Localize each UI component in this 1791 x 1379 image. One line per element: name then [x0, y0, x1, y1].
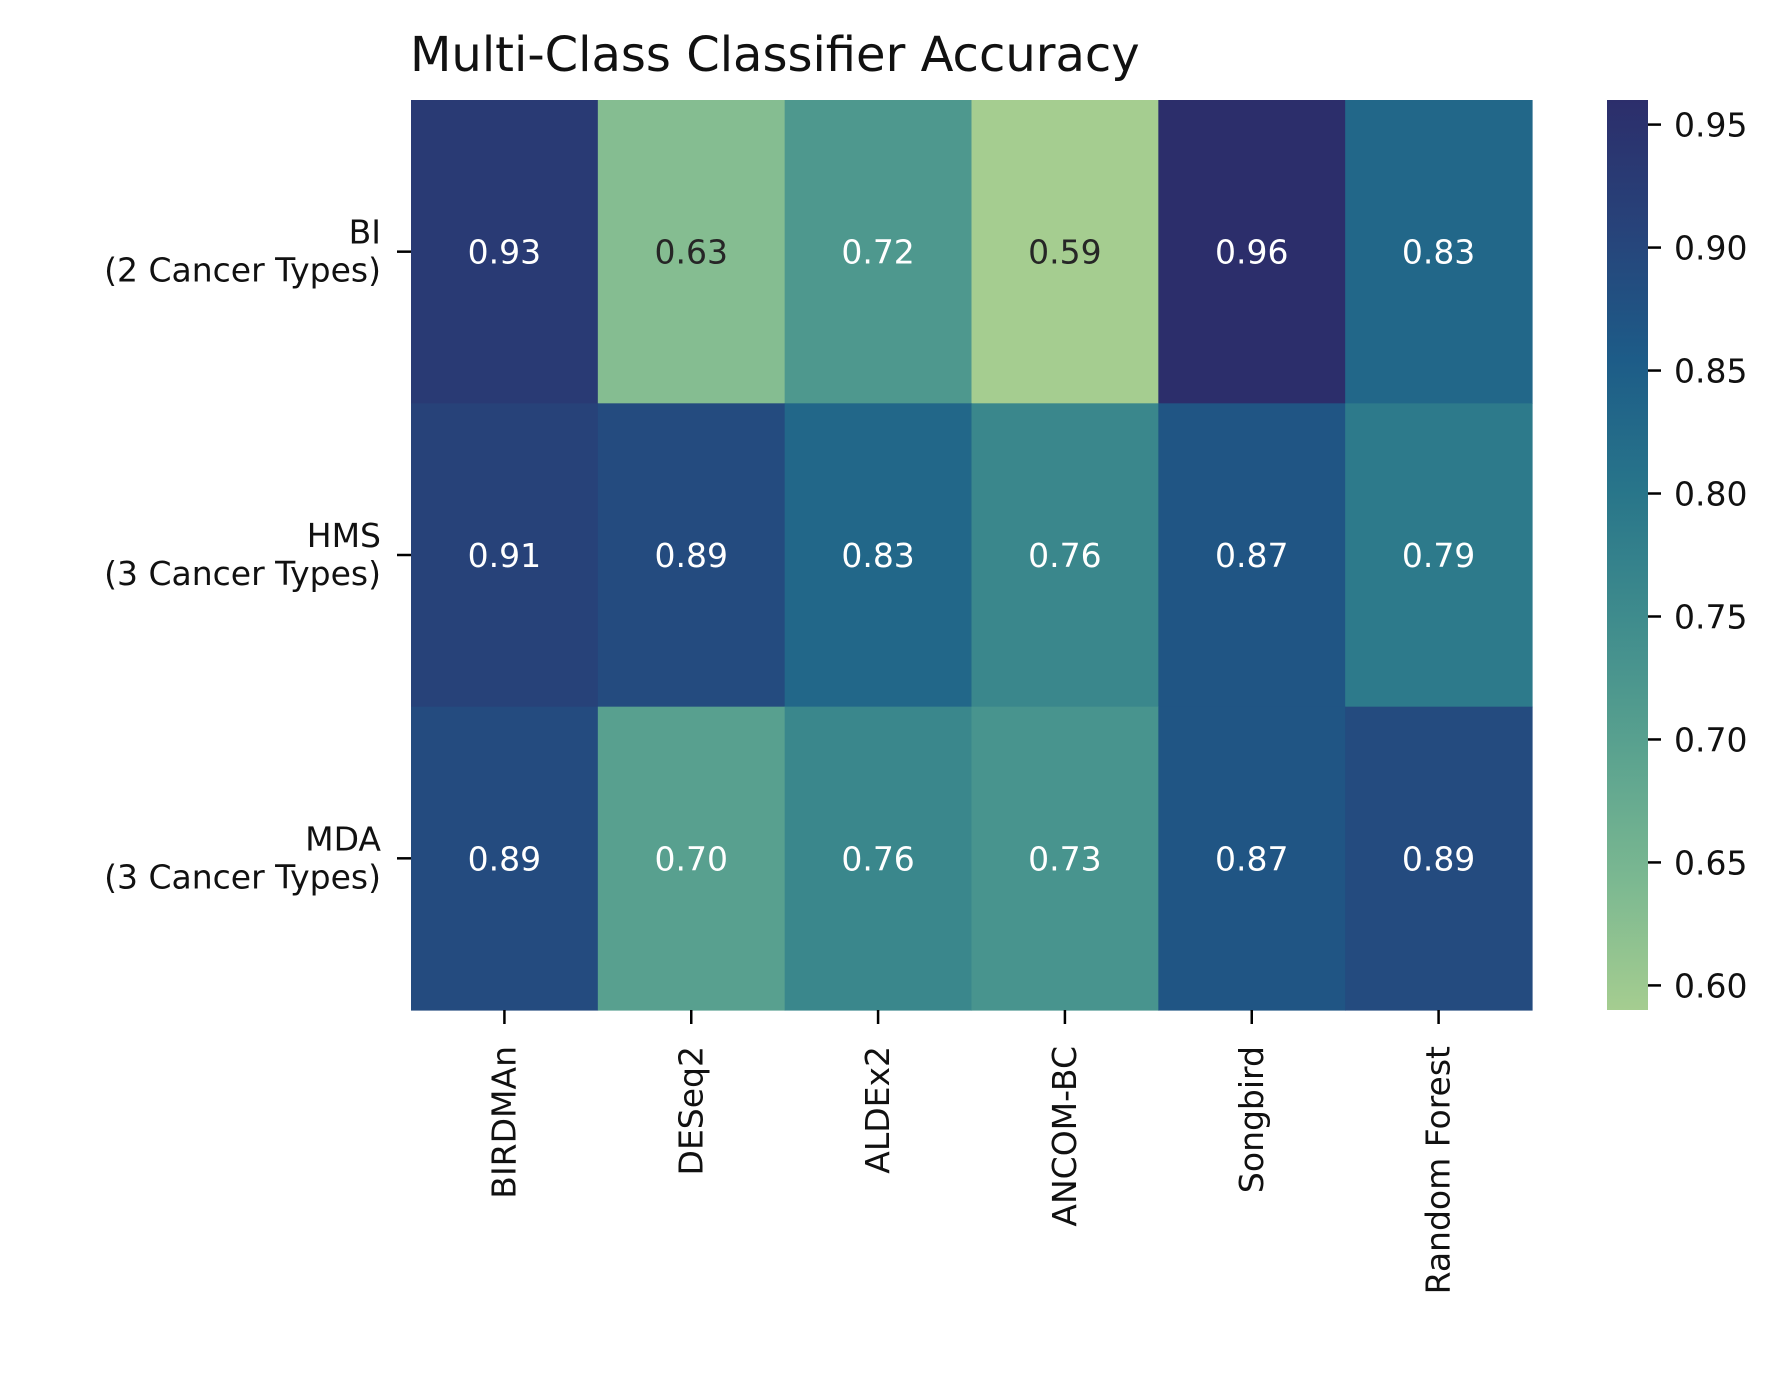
colorbar-tick-label: 0.65	[1674, 843, 1747, 882]
heatmap-cell	[784, 100, 973, 404]
cell-value-label: 0.96	[1215, 233, 1288, 272]
y-tick-label: (3 Cancer Types)	[104, 857, 381, 896]
heatmap-cells: 0.93 0.63 0.72 0.59 0.96 0.83 0.91 0.89 0.83 0.76…	[411, 100, 1533, 1011]
cell-value-label: 0.83	[1402, 233, 1475, 272]
cell-value-label: 0.63	[655, 233, 728, 272]
heatmap-cell	[1345, 100, 1533, 404]
cell-value-label: 0.76	[841, 839, 914, 878]
heatmap-cell	[784, 706, 973, 1011]
heatmap-cell	[597, 403, 786, 708]
heatmap-cell	[1158, 706, 1346, 1011]
x-tick-label: Songbird	[1232, 1046, 1271, 1193]
colorbar-tick-label: 0.60	[1674, 966, 1747, 1005]
heatmap-cell	[1345, 706, 1533, 1011]
cell-value-label: 0.79	[1402, 536, 1475, 575]
x-tick-label: DESeq2	[671, 1046, 710, 1175]
colorbar-tick-label: 0.75	[1674, 597, 1747, 636]
cell-value-label: 0.89	[1402, 839, 1475, 878]
chart-title: Multi-Class Classifier Accuracy	[410, 27, 1140, 83]
heatmap-cell	[411, 100, 599, 404]
cell-value-label: 0.76	[1028, 536, 1101, 575]
heatmap-cell	[1158, 100, 1346, 404]
heatmap-cell	[971, 403, 1159, 708]
y-tick-label: (2 Cancer Types)	[104, 251, 381, 290]
colorbar-tick-label: 0.85	[1674, 352, 1747, 391]
colorbar-gradient	[1607, 100, 1648, 1010]
x-tick-label: ANCOM-BC	[1045, 1046, 1084, 1227]
x-tick-label: BIRDMAn	[484, 1046, 523, 1199]
cell-value-label: 0.89	[655, 536, 728, 575]
heatmap-cell	[971, 706, 1159, 1011]
heatmap-cell	[1158, 403, 1346, 708]
heatmap-cell	[597, 100, 786, 404]
cell-value-label: 0.59	[1028, 233, 1101, 272]
cell-value-label: 0.89	[468, 839, 541, 878]
cell-value-label: 0.91	[468, 536, 541, 575]
cell-value-label: 0.87	[1215, 536, 1288, 575]
y-axis: BI(2 Cancer Types)HMS(3 Cancer Types)MDA…	[104, 213, 411, 896]
cell-value-label: 0.83	[841, 536, 914, 575]
heatmap-cell	[597, 706, 786, 1011]
y-tick-label: MDA	[305, 819, 381, 858]
y-tick-label: HMS	[307, 516, 381, 555]
cell-value-label: 0.87	[1215, 839, 1288, 878]
x-axis: BIRDMAn DESeq2 ALDEx2 ANCOM-BC Songbird Rando…	[484, 1010, 1458, 1294]
heatmap-cell	[1345, 403, 1533, 708]
colorbar: 0.60 0.65 0.70 0.75 0.80 0.85 0.90 0.95	[1607, 100, 1747, 1010]
cell-value-label: 0.72	[841, 233, 914, 272]
cell-value-label: 0.70	[655, 839, 728, 878]
heatmap-cell	[411, 403, 599, 708]
colorbar-tick-label: 0.80	[1674, 475, 1747, 514]
heatmap-cell	[411, 706, 599, 1011]
colorbar-tick-label: 0.95	[1674, 106, 1747, 145]
heatmap-cell	[784, 403, 973, 708]
x-tick-label: Random Forest	[1419, 1046, 1458, 1294]
heatmap-cell	[971, 100, 1159, 404]
cell-value-label: 0.73	[1028, 839, 1101, 878]
y-tick-label: (3 Cancer Types)	[104, 554, 381, 593]
colorbar-tick-label: 0.70	[1674, 720, 1747, 759]
cell-value-label: 0.93	[468, 233, 541, 272]
colorbar-tick-label: 0.90	[1674, 229, 1747, 268]
y-tick-label: BI	[349, 213, 381, 252]
x-tick-label: ALDEx2	[858, 1046, 897, 1174]
